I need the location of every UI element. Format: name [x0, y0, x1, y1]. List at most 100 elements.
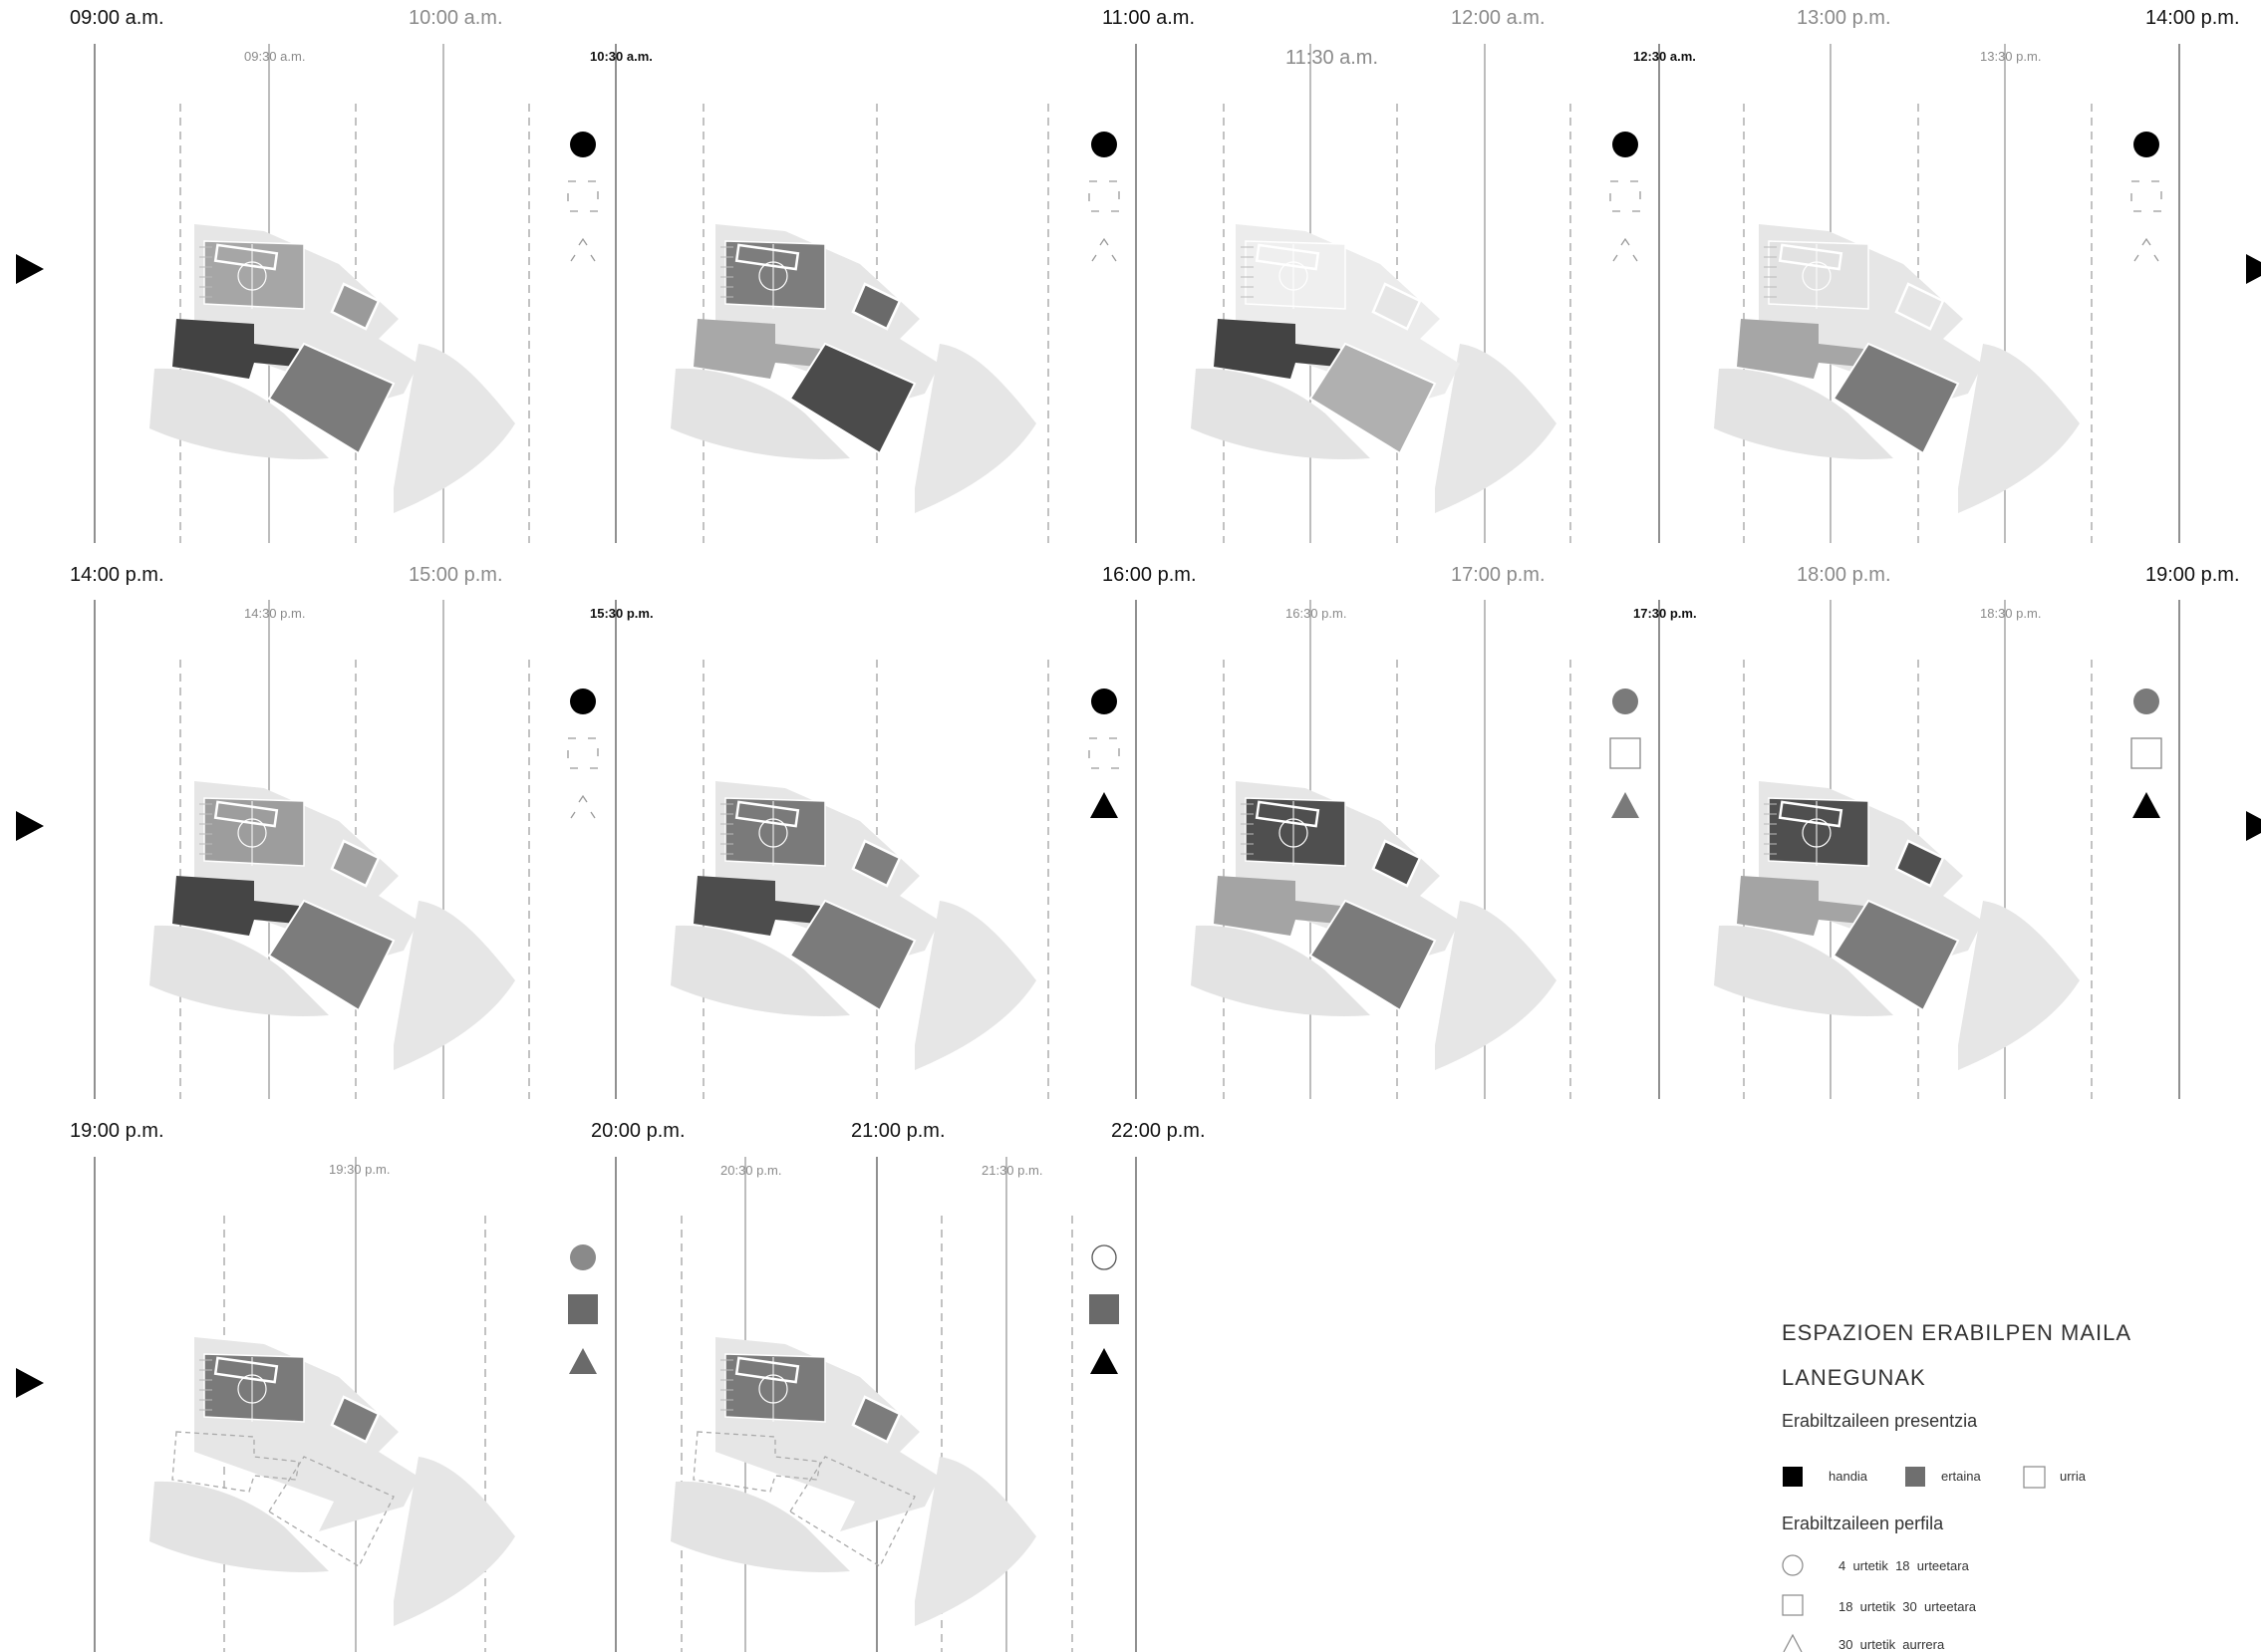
south-building	[267, 899, 396, 1012]
presence-medium-swatch	[1905, 1467, 1925, 1487]
plaza-area	[394, 901, 515, 1070]
annex-building	[1371, 839, 1422, 888]
square-icon	[567, 180, 599, 212]
time-label: 12:00 a.m.	[1451, 7, 1546, 29]
lawn-area	[149, 925, 329, 1016]
site-plan	[149, 1337, 515, 1626]
time-label: 09:00 a.m.	[70, 7, 164, 29]
square-icon	[568, 1294, 598, 1324]
sports-pitch	[1245, 240, 1346, 310]
roof-outline	[1778, 243, 1843, 271]
roof-outline	[734, 243, 800, 271]
annex-building	[1371, 282, 1422, 331]
annex-building	[1894, 839, 1945, 888]
circle-icon	[2133, 132, 2159, 157]
time-label: 13:00 p.m.	[1797, 7, 1891, 29]
site-plan	[671, 781, 1036, 1070]
circle-icon	[1091, 132, 1117, 157]
lawn-area	[1191, 368, 1370, 459]
play-arrow-icon	[16, 254, 44, 284]
profile-marks	[1089, 1244, 1119, 1374]
site-plan	[671, 1337, 1036, 1626]
roof-outline	[213, 1356, 279, 1384]
profile-marks	[2130, 132, 2162, 262]
triangle-icon	[1611, 792, 1639, 818]
profile-marks	[568, 1244, 598, 1374]
sports-pitch	[203, 797, 305, 867]
presence-heading: Erabiltzaileen presentzia	[1782, 1411, 1978, 1431]
presence-medium-label: ertaina	[1941, 1469, 1982, 1484]
profile-marks	[567, 132, 599, 262]
sports-pitch	[203, 240, 305, 310]
sports-pitch	[724, 797, 826, 867]
west-building	[1214, 319, 1340, 379]
west-building	[172, 319, 299, 379]
roof-outline	[1255, 243, 1320, 271]
circle-icon	[570, 132, 596, 157]
time-label: 19:00 p.m.	[2145, 564, 2240, 586]
lawn-area	[149, 368, 329, 459]
time-label: 17:30 p.m.	[1633, 606, 1697, 621]
plaza-area	[1958, 901, 2080, 1070]
time-label: 14:00 p.m.	[2145, 7, 2240, 29]
lawn-area	[149, 1481, 329, 1572]
lawn-area	[671, 368, 850, 459]
triangle-icon	[1783, 1633, 1803, 1652]
south-building	[788, 899, 917, 1012]
presence-high-label: handia	[1829, 1469, 1868, 1484]
triangle-icon	[1090, 1348, 1118, 1374]
time-label: 16:30 p.m.	[1285, 606, 1346, 621]
triangle-icon	[570, 237, 596, 262]
profile-heading: Erabiltzaileen perfila	[1782, 1514, 1944, 1533]
legend-title: ESPAZIOEN ERABILPEN MAILA	[1782, 1320, 2131, 1345]
square-icon	[1088, 180, 1120, 212]
time-label: 13:30 p.m.	[1980, 49, 2041, 64]
south-building	[1832, 899, 1960, 1012]
lawn-area	[1191, 925, 1370, 1016]
profile-label-3: 30 urtetik aurrera	[1838, 1637, 1945, 1652]
site-plan	[1714, 781, 2080, 1070]
west-building	[172, 876, 299, 936]
annex-building	[330, 1395, 381, 1444]
row-arrows	[16, 254, 2261, 1398]
south-building	[267, 342, 396, 455]
play-arrow-icon	[2246, 811, 2261, 841]
time-label: 14:00 p.m.	[70, 564, 164, 586]
roof-outline	[734, 1356, 800, 1384]
legend-subtitle: LANEGUNAK	[1782, 1365, 1926, 1390]
time-label: 19:30 p.m.	[329, 1162, 390, 1177]
time-label: 20:00 p.m.	[591, 1120, 686, 1142]
triangle-icon	[1090, 792, 1118, 818]
site-plan	[149, 781, 515, 1070]
sports-pitch	[1768, 797, 1869, 867]
square-icon	[1609, 180, 1641, 212]
site-plan	[1191, 781, 1556, 1070]
time-label: 10:00 a.m.	[409, 7, 503, 29]
time-label: 21:30 p.m.	[982, 1163, 1042, 1178]
annex-building	[851, 1395, 902, 1444]
time-label: 17:00 p.m.	[1451, 564, 1546, 586]
annex-building	[1894, 282, 1945, 331]
roof-outline	[1778, 800, 1843, 828]
presence-high-swatch	[1783, 1467, 1803, 1487]
west-building	[1214, 876, 1340, 936]
square-icon	[2130, 737, 2162, 769]
plaza-area	[1958, 344, 2080, 513]
circle-icon	[1782, 1554, 1804, 1576]
time-label: 21:00 p.m.	[851, 1120, 946, 1142]
roof-outline	[1255, 800, 1320, 828]
south-building	[1832, 342, 1960, 455]
circle-icon	[1091, 1244, 1117, 1270]
south-building-outline	[268, 1456, 395, 1567]
plaza-area	[915, 1457, 1036, 1626]
annex-building	[330, 839, 381, 888]
profile-marks	[1609, 688, 1641, 818]
site-plan	[671, 224, 1036, 513]
time-label: 20:30 p.m.	[720, 1163, 781, 1178]
square-icon	[1088, 737, 1120, 769]
annex-building	[330, 282, 381, 331]
site-plan	[149, 224, 515, 513]
time-label: 18:00 p.m.	[1797, 564, 1891, 586]
annex-building	[851, 282, 902, 331]
